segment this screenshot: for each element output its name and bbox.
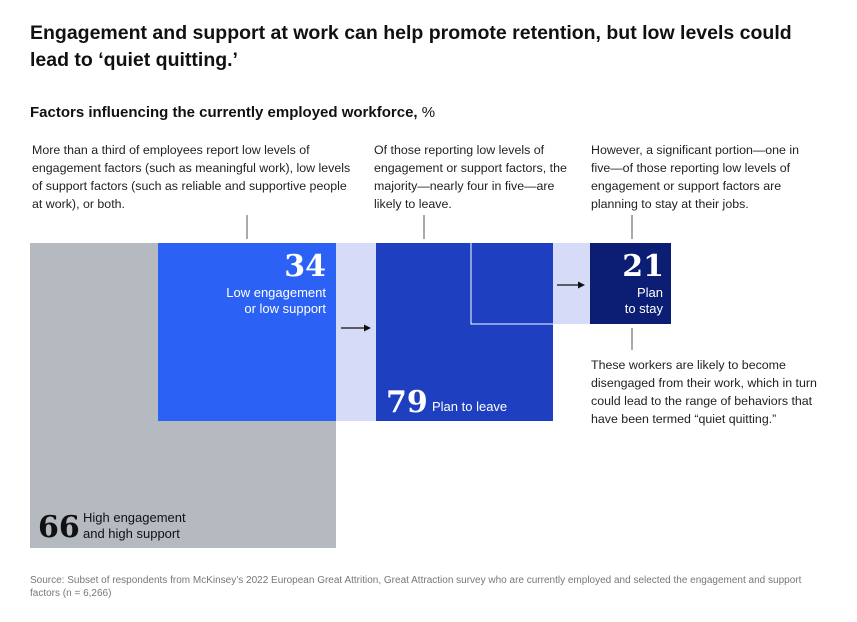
arrow-right-icon	[557, 281, 585, 289]
connector-band-leave-to-stay	[553, 243, 590, 324]
segment-label-leave: Plan to leave	[432, 399, 507, 414]
subtitle-unit: %	[421, 104, 436, 121]
value-label-low: 34	[284, 249, 326, 284]
segment-label-low-line2: or low support	[244, 301, 326, 316]
segment-label-high-line1: High engagement	[83, 510, 186, 525]
value-label-stay: 21	[622, 249, 664, 284]
annotation-quiet-quitting: These workers are likely to become disen…	[591, 358, 817, 426]
annotation-low-share: More than a third of employees report lo…	[32, 143, 351, 211]
arrow-right-icon	[341, 324, 371, 332]
annotation-plan-to-stay: However, a significant portion—one in fi…	[591, 143, 800, 211]
stay-portion-outline	[470, 243, 553, 325]
connector-band-low-to-split	[336, 243, 376, 421]
value-label-high: 66	[38, 510, 80, 545]
subtitle-text: Factors influencing the currently employ…	[30, 104, 418, 121]
segment-label-stay-line1: Plan	[637, 285, 663, 300]
bar-plan-to-stay	[590, 243, 671, 324]
annotation-plan-to-leave: Of those reporting low levels of engagem…	[374, 143, 567, 211]
segment-label-high-line2: and high support	[83, 526, 180, 541]
chart-subtitle: Factors influencing the currently employ…	[30, 104, 435, 121]
value-label-leave: 79	[386, 385, 428, 420]
chart-title: Engagement and support at work can help …	[30, 22, 792, 71]
bar-low-engagement	[158, 243, 336, 421]
segment-label-low-line1: Low engagement	[226, 285, 326, 300]
segment-label-stay-line2: to stay	[625, 301, 664, 316]
source-note: Source: Subset of respondents from McKin…	[30, 575, 802, 599]
bar-plan-to-leave	[376, 243, 553, 421]
